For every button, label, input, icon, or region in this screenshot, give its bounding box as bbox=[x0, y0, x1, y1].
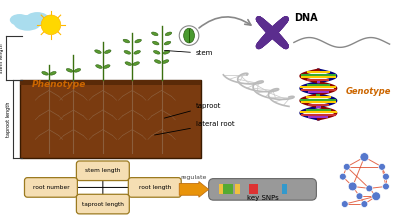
Bar bbox=[20, 80, 201, 85]
Ellipse shape bbox=[50, 71, 56, 75]
Circle shape bbox=[378, 164, 386, 170]
Ellipse shape bbox=[74, 69, 81, 72]
Ellipse shape bbox=[152, 32, 158, 36]
Ellipse shape bbox=[134, 51, 140, 54]
Ellipse shape bbox=[123, 39, 130, 43]
Text: taproot: taproot bbox=[164, 103, 221, 118]
Bar bbox=[282, 185, 286, 194]
Ellipse shape bbox=[95, 50, 101, 54]
Text: stem length: stem length bbox=[0, 43, 4, 73]
Bar bbox=[235, 185, 240, 194]
Circle shape bbox=[361, 201, 368, 207]
Text: regulate: regulate bbox=[181, 175, 207, 180]
Circle shape bbox=[341, 201, 348, 207]
Ellipse shape bbox=[14, 15, 41, 31]
Bar bbox=[223, 185, 228, 194]
Ellipse shape bbox=[42, 71, 48, 75]
Ellipse shape bbox=[135, 39, 141, 43]
Text: stem: stem bbox=[164, 50, 213, 56]
Circle shape bbox=[372, 192, 380, 201]
Ellipse shape bbox=[154, 60, 161, 63]
Circle shape bbox=[356, 193, 363, 200]
FancyBboxPatch shape bbox=[24, 178, 77, 197]
FancyBboxPatch shape bbox=[128, 178, 181, 197]
Ellipse shape bbox=[184, 28, 194, 43]
Text: taproot length: taproot length bbox=[6, 101, 11, 137]
Bar bbox=[253, 185, 258, 194]
Ellipse shape bbox=[163, 50, 170, 54]
FancyArrow shape bbox=[179, 181, 209, 197]
FancyBboxPatch shape bbox=[76, 194, 129, 214]
Ellipse shape bbox=[125, 62, 132, 65]
Bar bbox=[20, 80, 201, 158]
Ellipse shape bbox=[162, 60, 169, 63]
Ellipse shape bbox=[124, 51, 131, 54]
Text: Phenotype: Phenotype bbox=[31, 80, 86, 88]
Ellipse shape bbox=[104, 50, 111, 54]
Circle shape bbox=[382, 183, 389, 190]
Text: root number: root number bbox=[33, 185, 69, 190]
Ellipse shape bbox=[154, 50, 160, 54]
Ellipse shape bbox=[133, 62, 140, 65]
Text: key SNPs: key SNPs bbox=[247, 195, 278, 201]
Ellipse shape bbox=[104, 65, 110, 68]
Ellipse shape bbox=[26, 12, 49, 26]
Circle shape bbox=[340, 173, 346, 180]
Circle shape bbox=[41, 15, 61, 35]
Bar bbox=[249, 185, 254, 194]
Text: taproot length: taproot length bbox=[82, 202, 124, 207]
Circle shape bbox=[366, 185, 373, 192]
Text: lateral root: lateral root bbox=[154, 121, 234, 135]
Ellipse shape bbox=[152, 41, 159, 45]
FancyBboxPatch shape bbox=[209, 179, 316, 200]
Bar bbox=[228, 185, 232, 194]
Ellipse shape bbox=[10, 14, 29, 26]
Bar bbox=[219, 185, 224, 194]
FancyBboxPatch shape bbox=[76, 161, 129, 181]
Text: DNA: DNA bbox=[294, 13, 318, 23]
Circle shape bbox=[343, 164, 350, 170]
Circle shape bbox=[179, 26, 199, 45]
Circle shape bbox=[382, 173, 389, 180]
Ellipse shape bbox=[66, 69, 73, 72]
Ellipse shape bbox=[164, 41, 171, 45]
Ellipse shape bbox=[96, 65, 102, 68]
Circle shape bbox=[360, 153, 369, 162]
Text: root length: root length bbox=[139, 185, 171, 190]
Ellipse shape bbox=[165, 32, 172, 36]
Text: stem length: stem length bbox=[85, 168, 120, 173]
Text: Genotype: Genotype bbox=[346, 87, 391, 96]
Circle shape bbox=[348, 182, 357, 191]
